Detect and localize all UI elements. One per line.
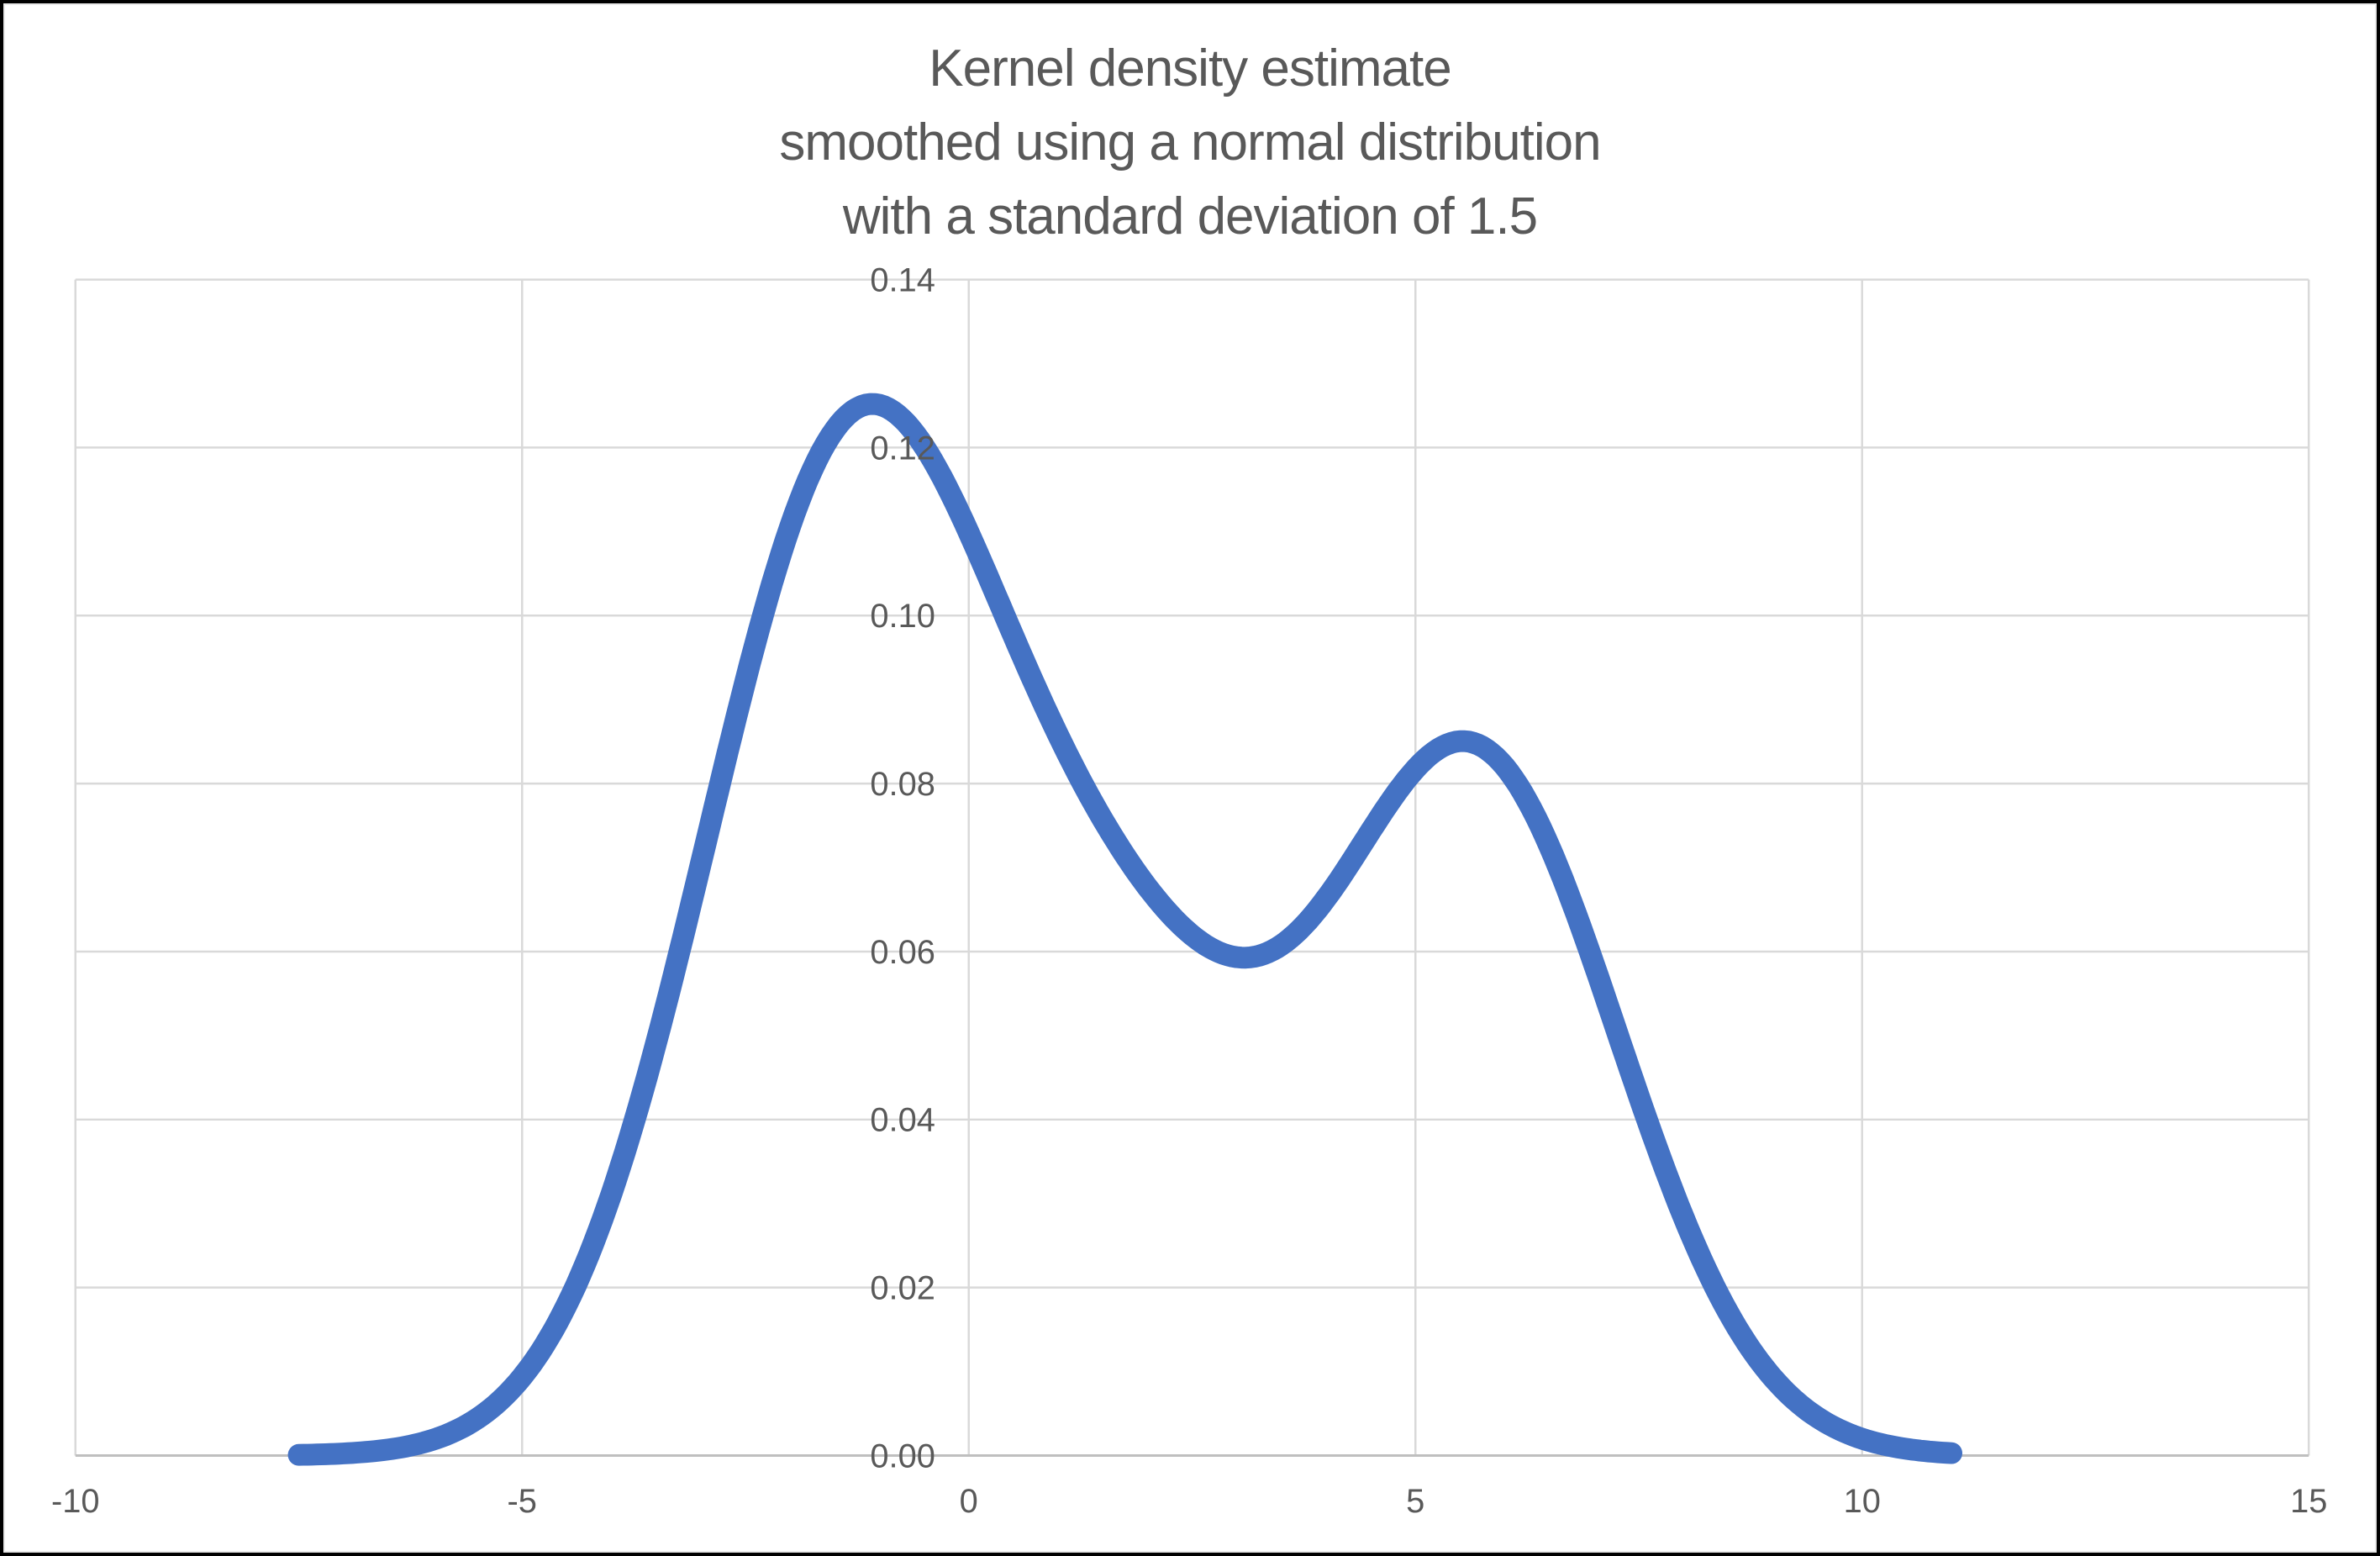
y-tick-label: 0.14 — [870, 262, 935, 299]
y-tick-label: 0.12 — [870, 430, 935, 467]
x-tick-label: 10 — [1844, 1483, 1881, 1520]
x-tick-label: 15 — [2290, 1483, 2327, 1520]
y-tick-label: 0.02 — [870, 1270, 935, 1307]
y-tick-label: 0.10 — [870, 598, 935, 635]
kde-curve — [287, 393, 1963, 1466]
chart-title: Kernel density estimate smoothed using a… — [3, 32, 2377, 254]
gridlines — [74, 278, 2310, 1456]
x-tick-label: -10 — [51, 1483, 100, 1520]
y-tick-label: 0.00 — [870, 1437, 935, 1474]
chart-title-line-3: with a standard deviation of 1.5 — [842, 187, 1538, 245]
kde-series — [287, 393, 1963, 1466]
chart-title-line-1: Kernel density estimate — [929, 40, 1451, 98]
y-tick-label: 0.06 — [870, 934, 935, 971]
y-tick-label: 0.04 — [870, 1102, 935, 1139]
y-tick-label: 0.08 — [870, 766, 935, 803]
x-axis-tick-labels: -10 -5 0 5 10 15 — [51, 1483, 2327, 1520]
chart-title-line-2: smoothed using a normal distribution — [779, 113, 1601, 171]
x-tick-label: 5 — [1406, 1483, 1424, 1520]
y-axis-tick-labels: 0.00 0.02 0.04 0.06 0.08 0.10 0.12 0.14 — [870, 262, 935, 1475]
x-tick-label: -5 — [508, 1483, 537, 1520]
kde-plot: 0.00 0.02 0.04 0.06 0.08 0.10 0.12 0.14 -10 -5 0 5… — [51, 262, 2327, 1521]
x-tick-label: 0 — [960, 1483, 978, 1520]
